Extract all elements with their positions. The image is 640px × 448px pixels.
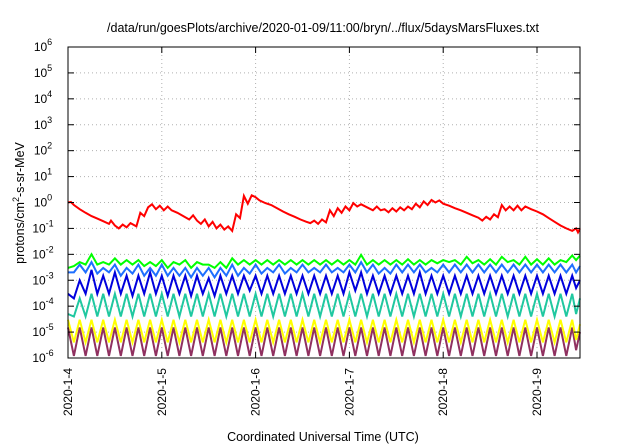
x-axis-title: Coordinated Universal Time (UTC) <box>227 430 419 444</box>
y-tick-base: 10 <box>34 170 48 184</box>
y-tick-label: 10-4 <box>32 296 53 313</box>
y-tick-exponent: -3 <box>46 270 54 280</box>
y-tick-exponent: 6 <box>47 37 52 47</box>
y-tick-label: 102 <box>34 141 52 158</box>
y-tick-base: 10 <box>34 40 48 54</box>
y-axis-ticks: 10-610-510-410-310-210-11001011021031041… <box>32 37 580 365</box>
y-tick-exponent: -5 <box>46 322 54 332</box>
x-tick-label: 2020-1-6 <box>249 368 263 416</box>
y-tick-label: 104 <box>34 89 52 106</box>
y-tick-exponent: -6 <box>46 348 54 358</box>
y-tick-exponent: -2 <box>46 244 54 254</box>
y-tick-label: 10-3 <box>32 270 53 287</box>
data-series <box>67 192 581 357</box>
series-line <box>67 315 581 347</box>
y-tick-exponent: 1 <box>47 167 52 177</box>
y-tick-base: 10 <box>34 66 48 80</box>
y-tick-exponent: -1 <box>46 218 54 228</box>
y-axis-title-prefix: protons/cm <box>13 202 27 264</box>
x-tick-label: 2020-1-7 <box>342 368 356 416</box>
y-tick-label: 10-6 <box>32 348 53 365</box>
y-tick-base: 10 <box>34 118 48 132</box>
y-tick-base: 10 <box>32 247 46 261</box>
y-axis-title: protons/cm2-s-sr-MeV <box>11 141 27 263</box>
y-tick-label: 10-2 <box>32 244 53 261</box>
y-tick-label: 10-1 <box>32 218 53 235</box>
y-tick-base: 10 <box>32 221 46 235</box>
y-tick-exponent: 3 <box>47 115 52 125</box>
y-tick-label: 100 <box>34 193 52 210</box>
x-tick-label: 2020-1-5 <box>155 368 169 416</box>
y-tick-base: 10 <box>32 299 46 313</box>
y-tick-exponent: -4 <box>46 296 54 306</box>
series-line <box>67 192 581 235</box>
series-line <box>68 259 581 280</box>
y-tick-label: 10-5 <box>32 322 53 339</box>
y-tick-label: 106 <box>34 37 52 54</box>
x-tick-label: 2020-1-9 <box>530 368 544 416</box>
y-tick-label: 101 <box>34 167 52 184</box>
y-tick-exponent: 0 <box>47 193 52 203</box>
chart-title: /data/run/goesPlots/archive/2020-01-09/1… <box>107 21 539 35</box>
y-tick-base: 10 <box>32 325 46 339</box>
y-tick-base: 10 <box>34 144 48 158</box>
x-axis-ticks: 2020-1-4 2020-1-5 2020-1-6 2020-1-7 2020-1-8… <box>61 47 544 416</box>
y-tick-exponent: 2 <box>47 141 52 151</box>
y-tick-base: 10 <box>34 196 48 210</box>
y-tick-label: 103 <box>34 115 52 132</box>
y-tick-exponent: 4 <box>47 89 52 99</box>
y-axis-title-suffix: -s-sr-MeV <box>13 141 27 197</box>
y-tick-exponent: 5 <box>47 63 52 73</box>
y-tick-base: 10 <box>32 273 46 287</box>
series-line <box>67 252 581 270</box>
series-line <box>67 268 581 301</box>
y-tick-base: 10 <box>32 351 46 365</box>
x-tick-label: 2020-1-4 <box>61 368 75 416</box>
x-tick-label: 2020-1-8 <box>436 368 450 416</box>
series-line <box>67 289 581 321</box>
series-line <box>67 327 581 357</box>
y-axis-title-sup: 2 <box>11 197 21 202</box>
y-tick-base: 10 <box>34 92 48 106</box>
y-tick-label: 105 <box>34 63 52 80</box>
